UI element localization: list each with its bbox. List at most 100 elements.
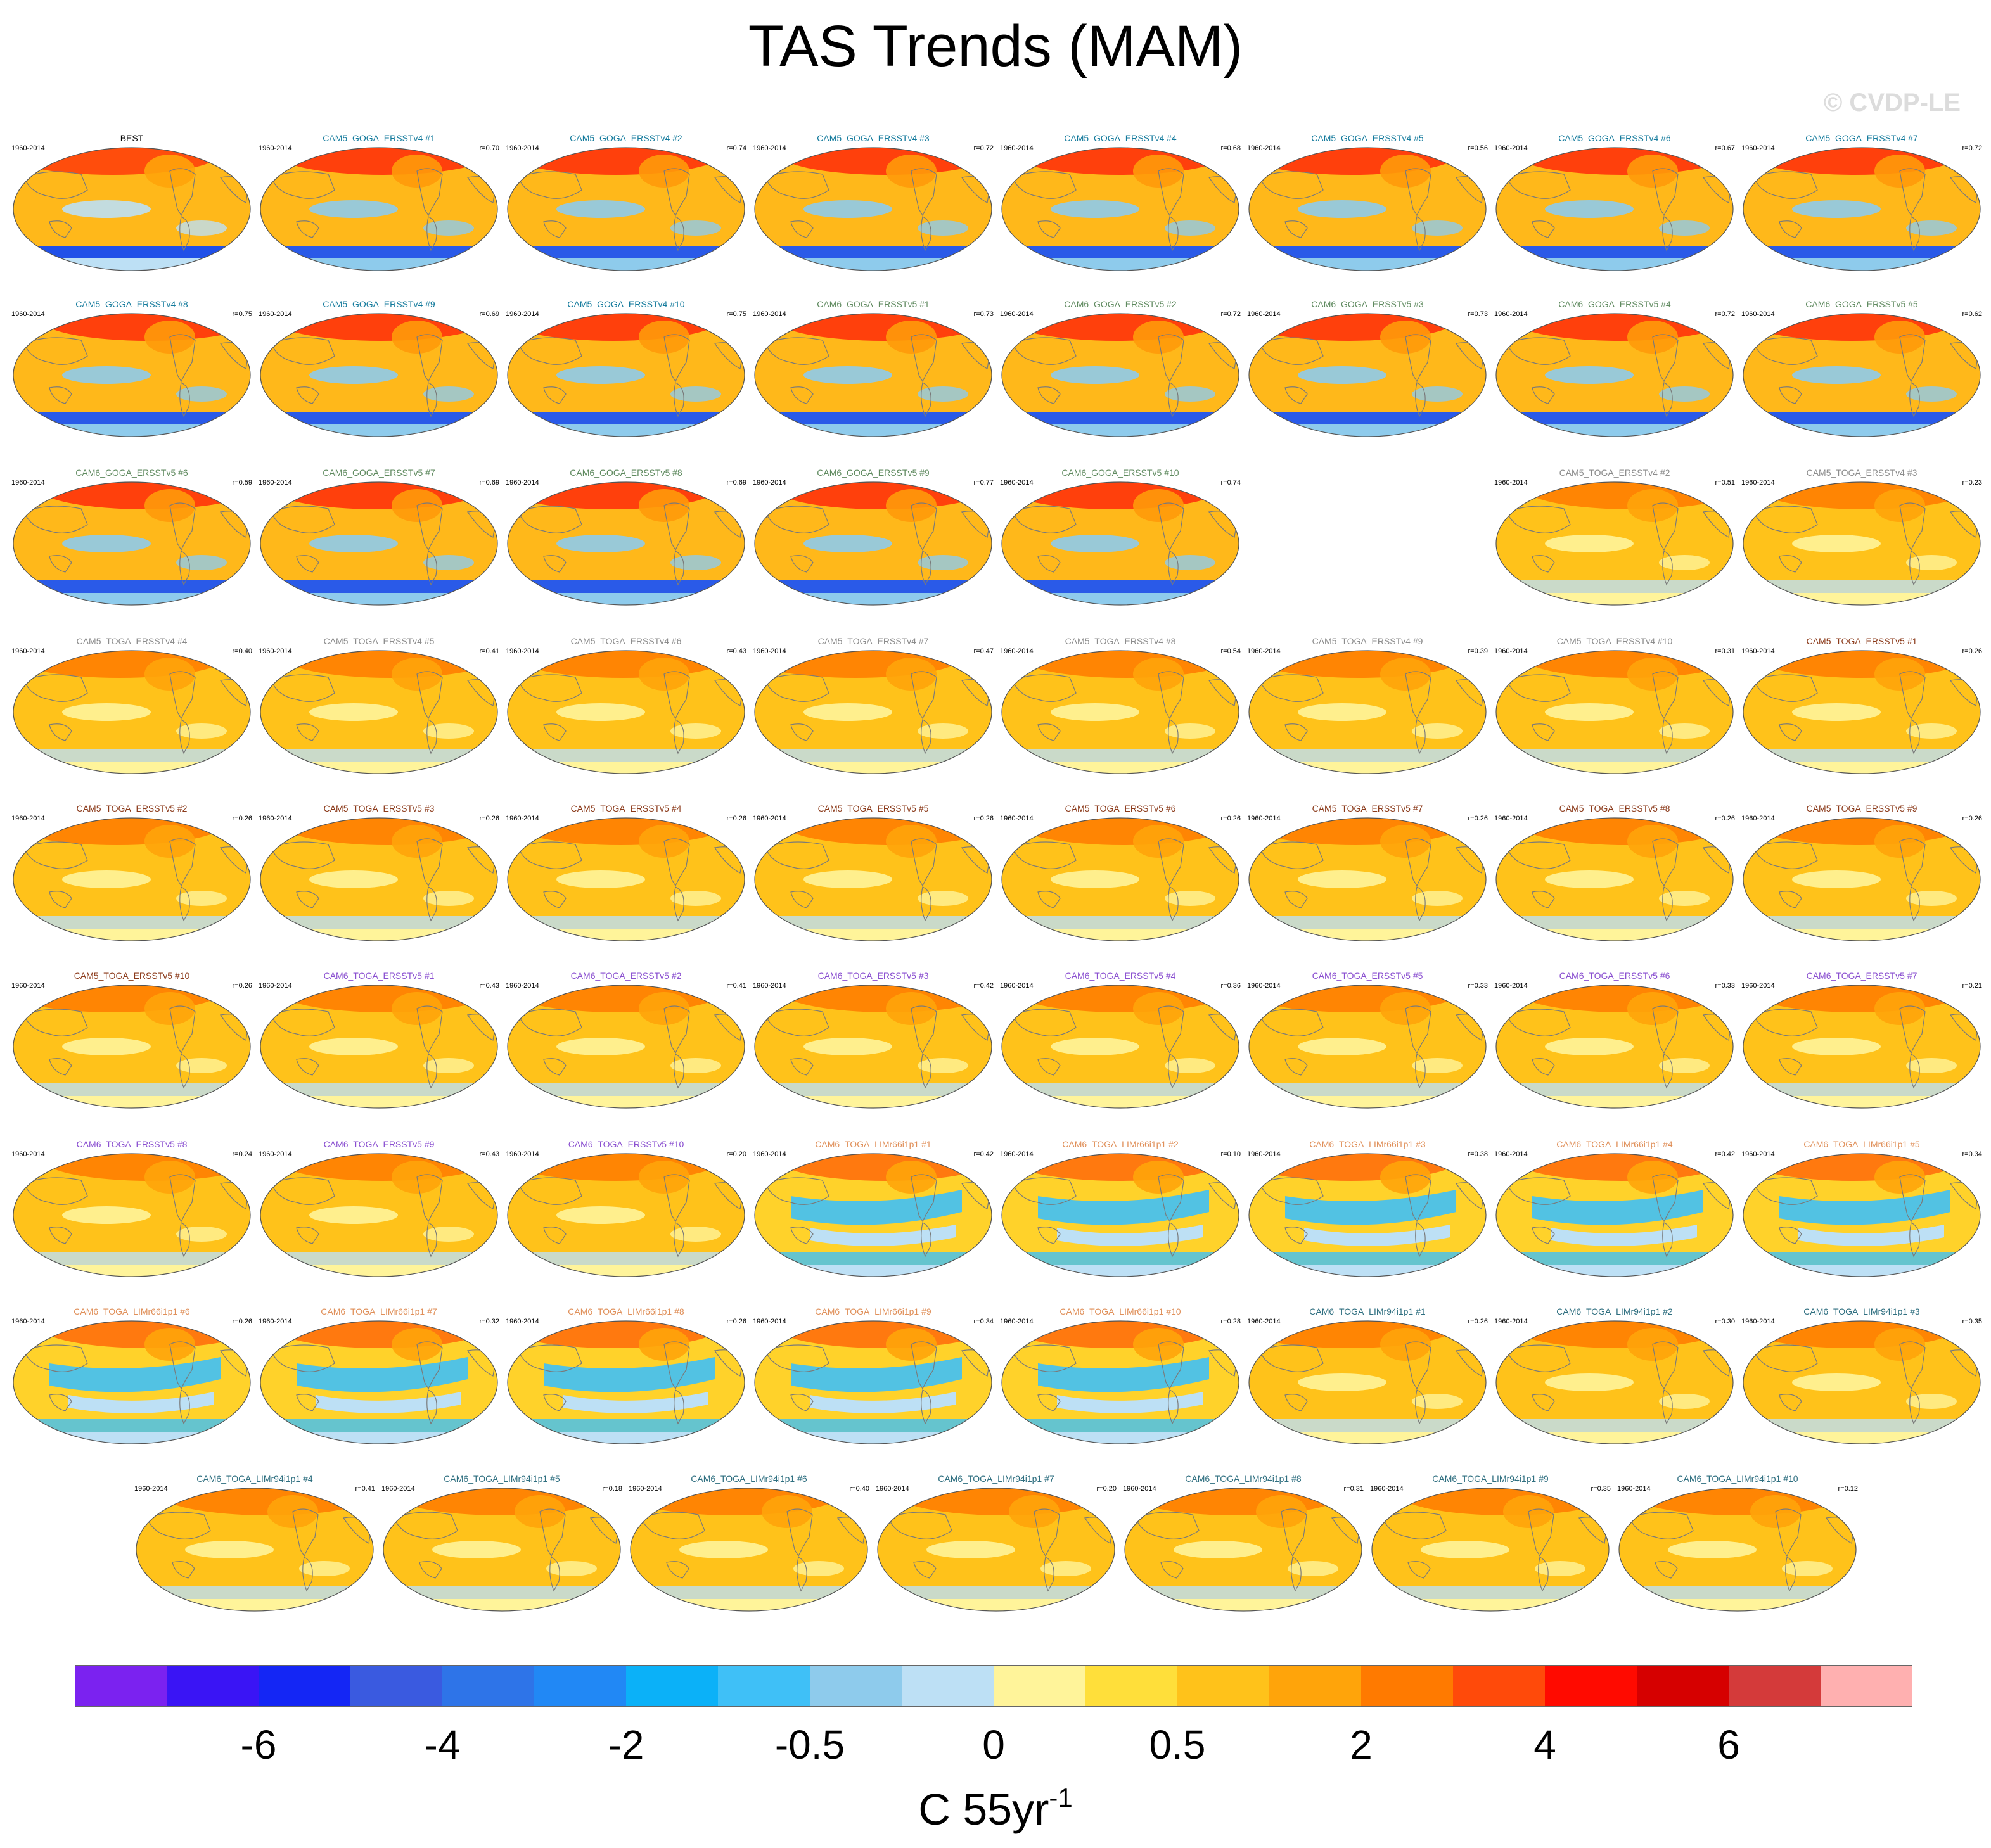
- world-map: [507, 1153, 745, 1277]
- panel-title: CAM6_GOGA_ERSSTv5 #2: [1064, 299, 1177, 309]
- panel-title: CAM5_GOGA_ERSSTv4 #1: [323, 133, 435, 143]
- panel-title: CAM6_TOGA_LIMr66i1p1 #3: [1309, 1139, 1426, 1149]
- world-map: [1248, 313, 1487, 437]
- map-panel: CAM5_GOGA_ERSSTv4 #1 1960-2014 r=0.70: [259, 133, 499, 275]
- panel-title: CAM5_TOGA_ERSSTv5 #2: [76, 803, 188, 813]
- panel-period: 1960-2014: [11, 815, 45, 822]
- world-map: [754, 1153, 992, 1277]
- panel-correlation: r=0.70: [479, 144, 500, 152]
- panel-title: CAM6_TOGA_LIMr94i1p1 #6: [691, 1474, 807, 1484]
- world-map: [1001, 481, 1239, 606]
- panel-title: CAM6_GOGA_ERSSTv5 #1: [817, 299, 930, 309]
- panel-period: 1960-2014: [259, 310, 292, 318]
- panel-correlation: r=0.26: [726, 815, 747, 822]
- panel-period: 1960-2014: [753, 1150, 786, 1158]
- world-map: [1001, 817, 1239, 941]
- map-panel: CAM5_GOGA_ERSSTv4 #5 1960-2014 r=0.56: [1247, 133, 1488, 275]
- colorbar-cell: [1361, 1665, 1453, 1707]
- panel-correlation: r=0.75: [726, 310, 747, 318]
- world-map: [754, 1320, 992, 1444]
- panel-title: CAM6_TOGA_LIMr94i1p1 #1: [1309, 1306, 1426, 1316]
- map-panel: CAM6_GOGA_ERSSTv5 #10 1960-2014 r=0.74: [1000, 468, 1241, 609]
- panel-title: CAM5_GOGA_ERSSTv4 #6: [1558, 133, 1671, 143]
- panel-correlation: r=0.43: [726, 647, 747, 655]
- panel-correlation: r=0.73: [1468, 310, 1488, 318]
- world-map: [754, 481, 992, 606]
- panel-title: CAM5_GOGA_ERSSTv4 #3: [817, 133, 930, 143]
- panel-title: CAM6_TOGA_LIMr94i1p1 #2: [1556, 1306, 1673, 1316]
- panel-correlation: r=0.26: [232, 815, 253, 822]
- map-panel: CAM5_GOGA_ERSSTv4 #2 1960-2014 r=0.74: [506, 133, 746, 275]
- world-map: [1743, 147, 1981, 271]
- panel-period: 1960-2014: [506, 310, 539, 318]
- colorbar-tick-label: 0.5: [1149, 1722, 1206, 1768]
- world-map: [13, 650, 251, 774]
- panel-title: CAM6_TOGA_ERSSTv5 #10: [568, 1139, 684, 1149]
- panel-period: 1960-2014: [753, 144, 786, 152]
- panel-period: 1960-2014: [1247, 1318, 1281, 1325]
- panel-correlation: r=0.32: [479, 1318, 500, 1325]
- panel-correlation: r=0.54: [1220, 647, 1241, 655]
- map-panel: CAM6_TOGA_ERSSTv5 #3 1960-2014 r=0.42: [753, 971, 994, 1112]
- panel-correlation: r=0.41: [355, 1485, 376, 1493]
- panel-correlation: r=0.33: [1468, 982, 1488, 990]
- panel-title: CAM6_TOGA_LIMr94i1p1 #5: [444, 1474, 560, 1484]
- panel-correlation: r=0.75: [232, 310, 253, 318]
- colorbar-cell: [810, 1665, 902, 1707]
- panel-title: CAM6_TOGA_ERSSTv5 #2: [570, 971, 682, 981]
- panel-period: 1960-2014: [11, 310, 45, 318]
- panel-title: CAM5_GOGA_ERSSTv4 #5: [1311, 133, 1424, 143]
- panel-period: 1960-2014: [506, 647, 539, 655]
- map-panel: CAM6_TOGA_LIMr94i1p1 #9 1960-2014 r=0.35: [1370, 1474, 1611, 1615]
- map-panel: CAM5_TOGA_ERSSTv4 #8 1960-2014 r=0.54: [1000, 636, 1241, 778]
- panel-correlation: r=0.20: [726, 1150, 747, 1158]
- panel-correlation: r=0.42: [973, 1150, 994, 1158]
- panel-period: 1960-2014: [1247, 1150, 1281, 1158]
- panel-correlation: r=0.47: [973, 647, 994, 655]
- world-map: [1001, 1153, 1239, 1277]
- panel-period: 1960-2014: [259, 1150, 292, 1158]
- panel-title: CAM6_GOGA_ERSSTv5 #8: [570, 468, 682, 478]
- panel-correlation: r=0.72: [1962, 144, 1983, 152]
- world-map: [1743, 481, 1981, 606]
- map-panel: CAM6_TOGA_ERSSTv5 #8 1960-2014 r=0.24: [11, 1139, 252, 1281]
- map-panel: CAM5_TOGA_ERSSTv5 #10 1960-2014 r=0.26: [11, 971, 252, 1112]
- map-panel: CAM6_TOGA_ERSSTv5 #2 1960-2014 r=0.41: [506, 971, 746, 1112]
- map-panel: CAM6_TOGA_LIMr66i1p1 #8 1960-2014 r=0.26: [506, 1306, 746, 1448]
- map-panel: CAM5_TOGA_ERSSTv5 #8 1960-2014 r=0.26: [1494, 803, 1735, 945]
- panel-correlation: r=0.40: [849, 1485, 870, 1493]
- panel-correlation: r=0.72: [973, 144, 994, 152]
- panel-period: 1960-2014: [259, 479, 292, 487]
- world-map: [383, 1488, 621, 1612]
- panel-title: CAM6_GOGA_ERSSTv5 #6: [75, 468, 188, 478]
- map-panel: CAM6_GOGA_ERSSTv5 #2 1960-2014 r=0.72: [1000, 299, 1241, 441]
- colorbar-cell: [350, 1665, 442, 1707]
- map-panel: CAM6_TOGA_ERSSTv5 #7 1960-2014 r=0.21: [1741, 971, 1982, 1112]
- map-panel: CAM6_GOGA_ERSSTv5 #6 1960-2014 r=0.59: [11, 468, 252, 609]
- panel-correlation: r=0.59: [232, 479, 253, 487]
- world-map: [1248, 1153, 1487, 1277]
- panel-title: BEST: [120, 133, 144, 143]
- panel-title: CAM6_GOGA_ERSSTv5 #4: [1558, 299, 1671, 309]
- panel-period: 1960-2014: [1741, 647, 1775, 655]
- panel-correlation: r=0.69: [479, 310, 500, 318]
- panel-title: CAM6_TOGA_ERSSTv5 #4: [1065, 971, 1176, 981]
- colorbar-cell: [994, 1665, 1085, 1707]
- map-panel: CAM6_GOGA_ERSSTv5 #3 1960-2014 r=0.73: [1247, 299, 1488, 441]
- map-panel: CAM6_TOGA_ERSSTv5 #10 1960-2014 r=0.20: [506, 1139, 746, 1281]
- world-map: [507, 1320, 745, 1444]
- world-map: [1001, 1320, 1239, 1444]
- panel-period: 1960-2014: [506, 1150, 539, 1158]
- panel-title: CAM6_TOGA_ERSSTv5 #8: [76, 1139, 188, 1149]
- world-map: [260, 985, 498, 1109]
- panel-title: CAM5_TOGA_ERSSTv5 #3: [323, 803, 435, 813]
- map-panel: CAM5_TOGA_ERSSTv4 #9 1960-2014 r=0.39: [1247, 636, 1488, 778]
- panel-title: CAM6_GOGA_ERSSTv5 #7: [323, 468, 435, 478]
- world-map: [754, 313, 992, 437]
- world-map: [1495, 985, 1734, 1109]
- units-exponent: -1: [1049, 1783, 1073, 1813]
- map-panel: CAM5_TOGA_ERSSTv5 #4 1960-2014 r=0.26: [506, 803, 746, 945]
- panel-correlation: r=0.18: [602, 1485, 623, 1493]
- panel-title: CAM6_TOGA_LIMr66i1p1 #4: [1556, 1139, 1673, 1149]
- world-map: [1371, 1488, 1610, 1612]
